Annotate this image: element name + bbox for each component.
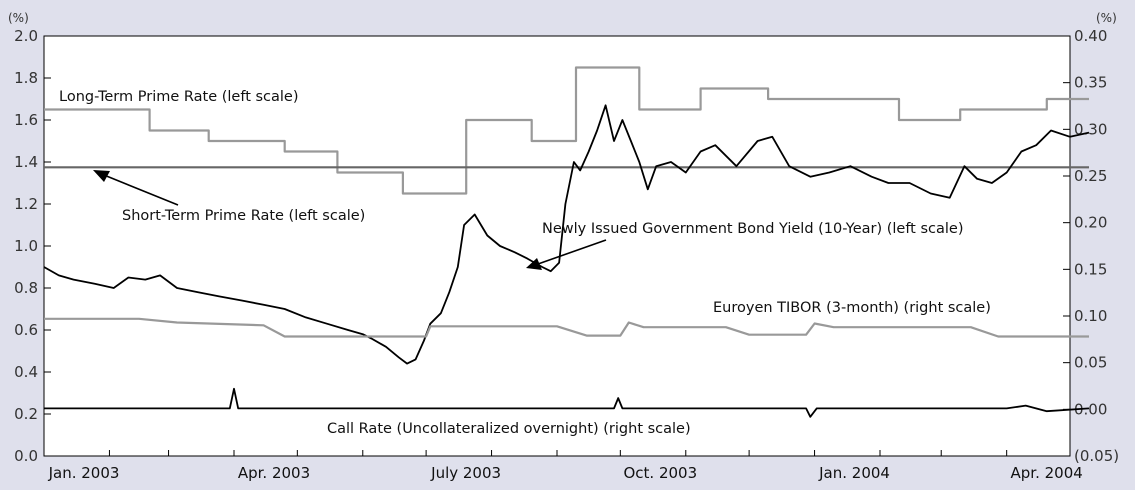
- left-tick-label: 1.4: [14, 153, 38, 171]
- right-tick-label: 0.35: [1074, 74, 1107, 92]
- x-tick-label: Apr. 2004: [1011, 464, 1083, 482]
- x-axis: Jan. 2003 Apr. 2003 July 2003 Oct. 2003 Jan.…: [43, 450, 1083, 482]
- left-tick-label: 1.8: [14, 69, 38, 87]
- annotation-long-term-prime: Long-Term Prime Rate (left scale): [59, 89, 299, 105]
- left-tick-label: 1.2: [14, 195, 38, 213]
- arrow-short-term-prime: [93, 170, 179, 206]
- right-tick-label: 0.00: [1074, 400, 1107, 418]
- right-axis: (0.05)0.000.050.100.150.200.250.300.350.…: [1063, 27, 1119, 465]
- left-unit-label: (%): [8, 11, 29, 25]
- right-tick-label: 0.20: [1074, 214, 1107, 232]
- left-tick-label: 0.4: [14, 363, 38, 381]
- left-tick-label: 2.0: [14, 27, 38, 45]
- series-layer: [43, 66, 1090, 418]
- left-tick-label: 1.6: [14, 111, 38, 129]
- series-line-5: [44, 387, 1090, 418]
- series-line-1: [44, 66, 1089, 195]
- right-tick-label: 0.05: [1074, 354, 1107, 372]
- arrow-govt-bond-yield: [526, 239, 607, 270]
- right-tick-label: 0.40: [1074, 27, 1107, 45]
- right-unit-label: (%): [1096, 11, 1117, 25]
- left-tick-label: 0.6: [14, 321, 38, 339]
- x-tick-label: July 2003: [430, 464, 501, 482]
- annotation-govt-bond-yield: Newly Issued Government Bond Yield (10-Y…: [542, 221, 964, 237]
- left-axis: 0.0 0.2 0.4 0.6 0.8 1.0 1.2 1.4 1.6 1.8 2.0: [14, 27, 51, 465]
- annotation-euroyen-tibor: Euroyen TIBOR (3-month) (right scale): [713, 300, 991, 316]
- x-tick-label: Oct. 2003: [624, 464, 698, 482]
- x-tick-label: Jan. 2004: [818, 464, 890, 482]
- right-tick-label: (0.05): [1074, 447, 1119, 465]
- series-line-4: [44, 317, 1089, 338]
- right-tick-label: 0.25: [1074, 167, 1107, 185]
- annotation-short-term-prime: Short-Term Prime Rate (left scale): [122, 208, 365, 224]
- right-tick-label: 0.10: [1074, 307, 1107, 325]
- x-tick-label: Jan. 2003: [48, 464, 120, 482]
- left-tick-label: 0.8: [14, 279, 38, 297]
- left-tick-label: 1.0: [14, 237, 38, 255]
- series-line-3: [43, 104, 1090, 365]
- right-tick-label: 0.15: [1074, 260, 1107, 278]
- annotation-layer: (%) (%) Long-Term Prime Rate (left scale…: [8, 11, 1117, 437]
- annotation-call-rate: Call Rate (Uncollateralized overnight) (…: [327, 421, 691, 437]
- left-tick-label: 0.0: [14, 447, 38, 465]
- x-tick-label: Apr. 2003: [238, 464, 310, 482]
- left-tick-label: 0.2: [14, 405, 38, 423]
